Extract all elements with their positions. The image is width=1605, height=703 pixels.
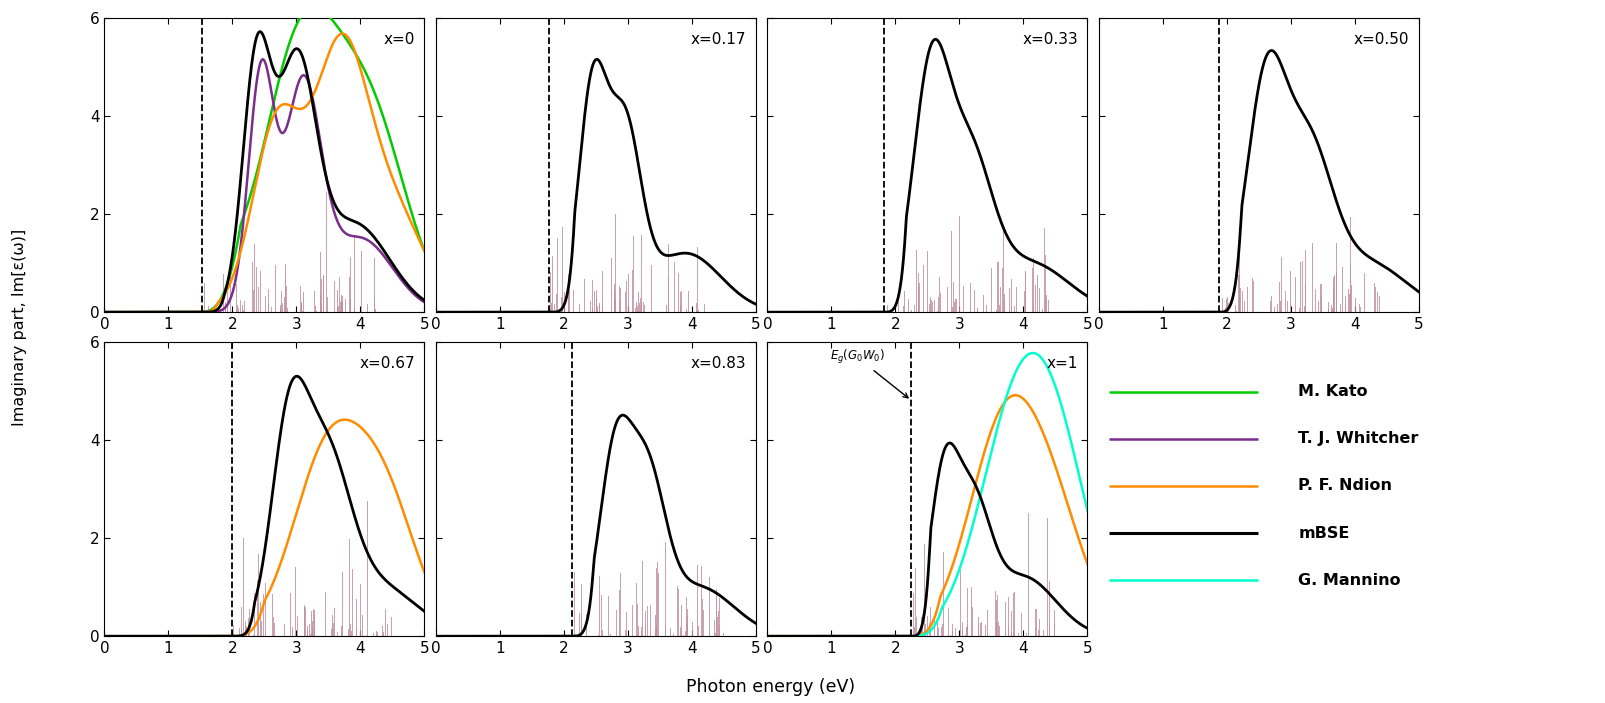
Text: mBSE: mBSE (1298, 526, 1350, 541)
Text: P. F. Ndion: P. F. Ndion (1298, 479, 1392, 494)
Text: Photon energy (eV): Photon energy (eV) (685, 678, 855, 696)
Text: Imaginary part, Im[ε(ω)]: Imaginary part, Im[ε(ω)] (11, 228, 27, 425)
Text: x=1: x=1 (1046, 356, 1079, 371)
Text: x=0: x=0 (384, 32, 414, 47)
Text: $E_g(G_0W_0)$: $E_g(G_0W_0)$ (830, 348, 908, 398)
Text: M. Kato: M. Kato (1298, 385, 1367, 399)
Text: G. Mannino: G. Mannino (1298, 573, 1401, 588)
Text: x=0.17: x=0.17 (690, 32, 746, 47)
Text: x=0.50: x=0.50 (1355, 32, 1409, 47)
Text: x=0.83: x=0.83 (690, 356, 746, 371)
Text: x=0.67: x=0.67 (360, 356, 414, 371)
Text: T. J. Whitcher: T. J. Whitcher (1298, 432, 1419, 446)
Text: x=0.33: x=0.33 (1022, 32, 1079, 47)
